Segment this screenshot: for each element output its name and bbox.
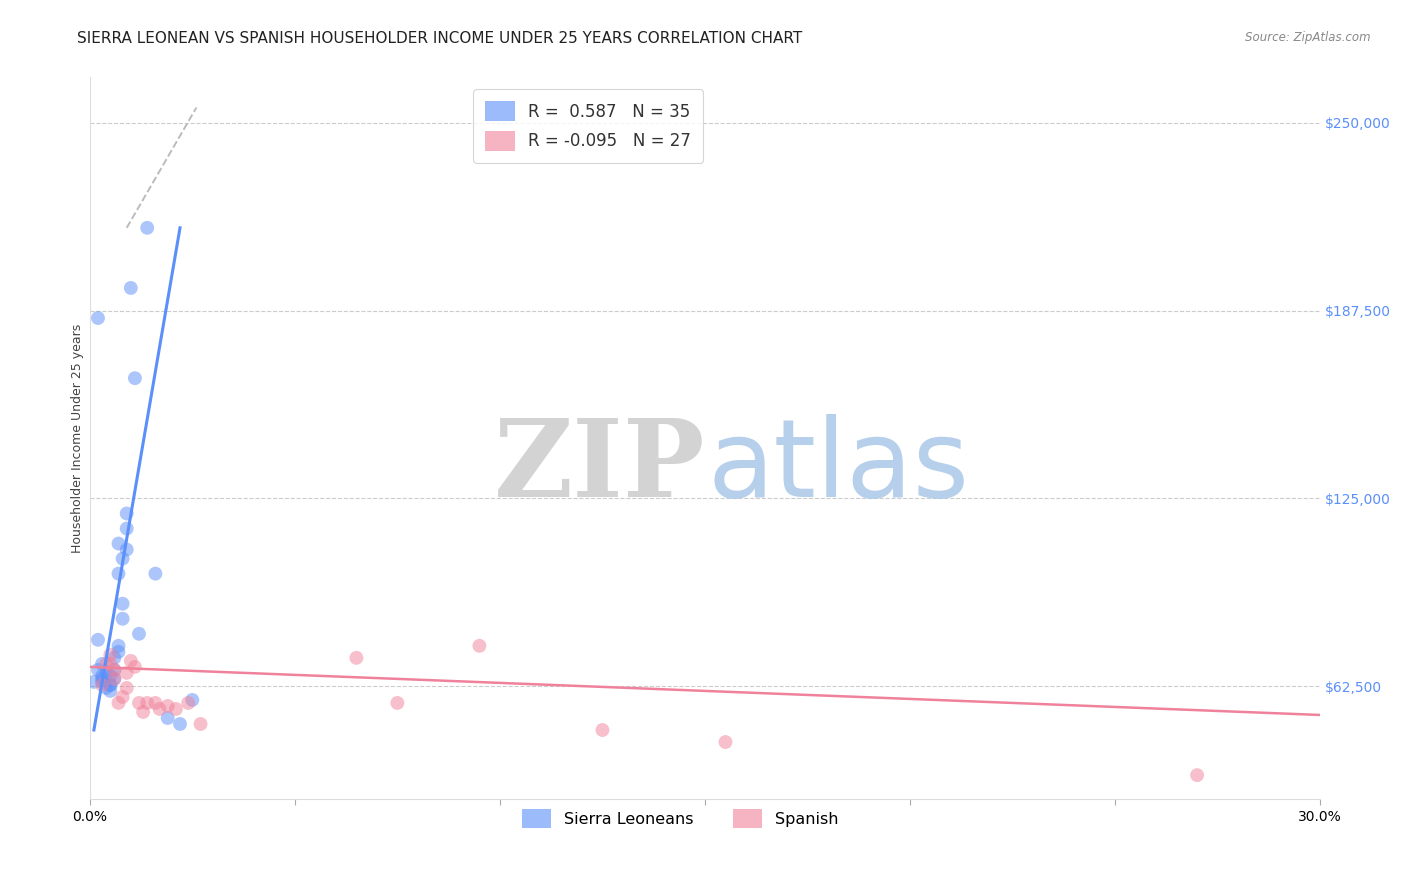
Point: [120, 281, 142, 295]
Point: [165, 702, 187, 716]
Point: [177, 696, 200, 710]
Point: [132, 705, 155, 719]
Point: [148, 702, 170, 716]
Point: [103, 672, 125, 686]
Point: [96, 681, 118, 695]
Text: atlas: atlas: [707, 414, 969, 520]
Point: [103, 650, 125, 665]
Point: [1185, 768, 1208, 782]
Point: [591, 723, 613, 737]
Point: [98, 678, 121, 692]
Point: [107, 696, 129, 710]
Point: [107, 566, 129, 581]
Point: [468, 639, 491, 653]
Point: [128, 696, 150, 710]
Point: [111, 612, 134, 626]
Point: [136, 696, 159, 710]
Point: [128, 627, 150, 641]
Point: [98, 657, 121, 671]
Point: [344, 650, 367, 665]
Point: [83, 674, 105, 689]
Point: [103, 663, 125, 677]
Point: [91, 669, 114, 683]
Point: [87, 632, 110, 647]
Point: [115, 665, 138, 680]
Point: [103, 672, 125, 686]
Point: [91, 672, 114, 686]
Point: [714, 735, 737, 749]
Point: [87, 663, 110, 677]
Point: [111, 551, 134, 566]
Point: [115, 522, 138, 536]
Point: [96, 657, 118, 671]
Point: [87, 311, 110, 326]
Point: [190, 717, 212, 731]
Point: [115, 542, 138, 557]
Point: [98, 669, 121, 683]
Point: [107, 536, 129, 550]
Point: [136, 220, 159, 235]
Point: [107, 639, 129, 653]
Point: [181, 693, 204, 707]
Point: [91, 678, 114, 692]
Point: [98, 678, 121, 692]
Point: [98, 648, 121, 662]
Point: [91, 674, 114, 689]
Point: [96, 665, 118, 680]
Point: [98, 684, 121, 698]
Point: [124, 371, 146, 385]
Point: [91, 657, 114, 671]
Point: [115, 681, 138, 695]
Text: ZIP: ZIP: [494, 414, 704, 520]
Point: [156, 698, 179, 713]
Y-axis label: Householder Income Under 25 years: Householder Income Under 25 years: [72, 324, 84, 553]
Point: [387, 696, 409, 710]
Point: [145, 696, 167, 710]
Point: [124, 660, 146, 674]
Text: SIERRA LEONEAN VS SPANISH HOUSEHOLDER INCOME UNDER 25 YEARS CORRELATION CHART: SIERRA LEONEAN VS SPANISH HOUSEHOLDER IN…: [77, 31, 803, 46]
Point: [145, 566, 167, 581]
Point: [169, 717, 191, 731]
Point: [111, 597, 134, 611]
Point: [120, 654, 142, 668]
Point: [156, 711, 179, 725]
Text: Source: ZipAtlas.com: Source: ZipAtlas.com: [1246, 31, 1371, 45]
Point: [107, 645, 129, 659]
Point: [115, 507, 138, 521]
Point: [111, 690, 134, 704]
Legend: Sierra Leoneans, Spanish: Sierra Leoneans, Spanish: [516, 802, 845, 835]
Point: [103, 663, 125, 677]
